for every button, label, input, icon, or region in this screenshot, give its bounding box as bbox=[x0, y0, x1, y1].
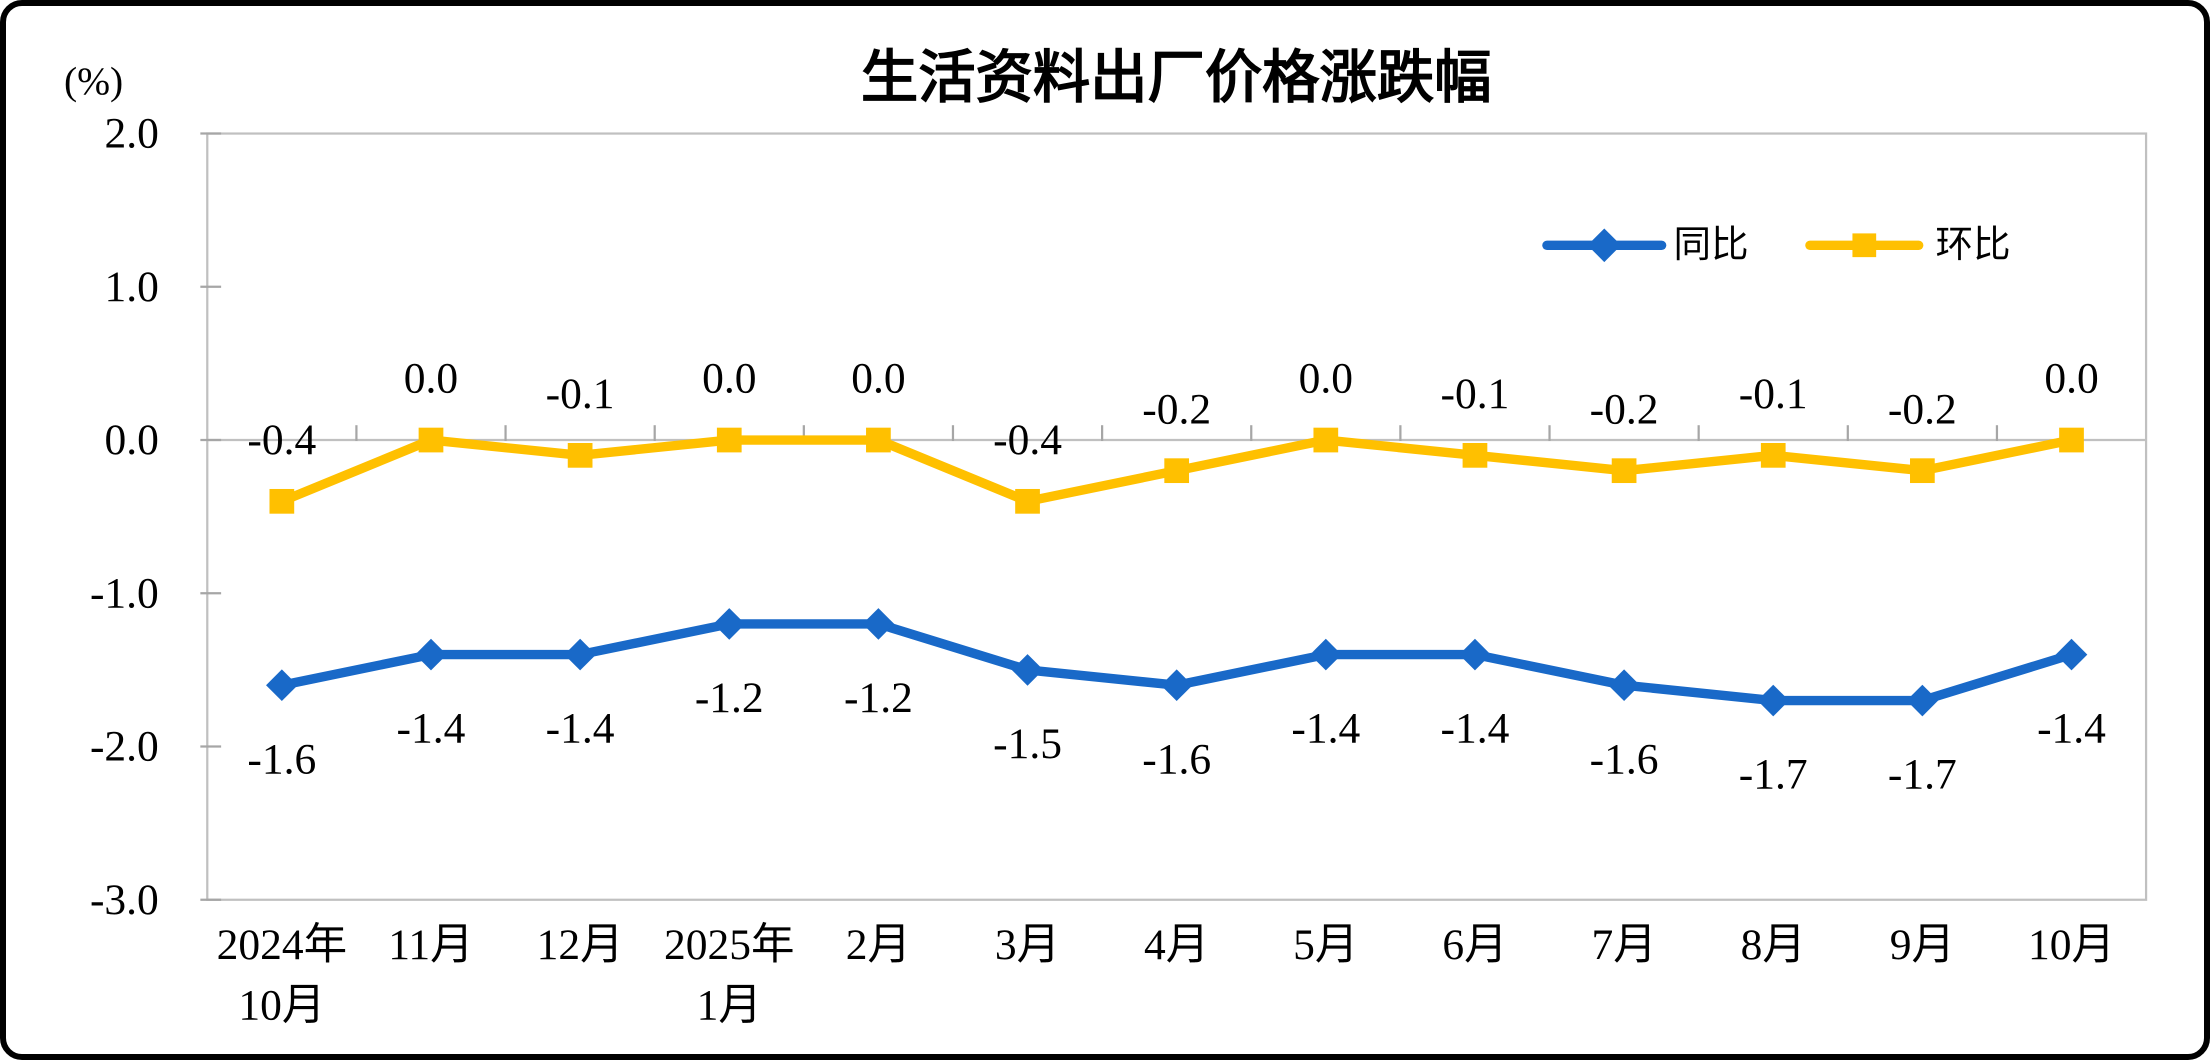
series-0-diamond-marker bbox=[2055, 638, 2088, 671]
series-1-square-marker bbox=[866, 427, 891, 453]
series-0-diamond-marker bbox=[862, 608, 895, 640]
series-1-data-label: 0.0 bbox=[404, 355, 458, 403]
series-0-data-label: -1.5 bbox=[993, 720, 1062, 768]
series-1-square-marker bbox=[1910, 458, 1935, 484]
series-1-data-label: 0.0 bbox=[851, 355, 905, 403]
legend-square-icon bbox=[1852, 233, 1877, 258]
y-tick-label: -2.0 bbox=[90, 723, 159, 771]
series-0-diamond-marker bbox=[713, 608, 746, 640]
series-1-square-marker bbox=[1462, 442, 1488, 468]
series-1-square-marker bbox=[1313, 427, 1339, 453]
series-0-data-label: -1.7 bbox=[1888, 751, 1957, 799]
x-tick-label: 7月 bbox=[1591, 921, 1656, 969]
x-tick-label: 11月 bbox=[388, 921, 473, 969]
legend: 同比 环比 bbox=[1542, 225, 2011, 266]
x-tick-label: 2024年 bbox=[217, 921, 348, 969]
y-tick-label: -3.0 bbox=[90, 876, 159, 924]
x-tick-label: 1月 bbox=[697, 982, 762, 1030]
y-tick-label: 0.0 bbox=[104, 416, 158, 464]
series-0-diamond-marker bbox=[1608, 669, 1640, 702]
series-0-diamond-marker bbox=[1906, 684, 1939, 717]
series-1-square-marker bbox=[567, 442, 593, 468]
series-0-data-label: -1.2 bbox=[844, 674, 913, 722]
series-0-data-label: -1.2 bbox=[695, 674, 764, 722]
legend-label-yoy: 同比 bbox=[1673, 225, 1748, 266]
series-1-square-marker bbox=[716, 427, 742, 453]
series-0-data-label: -1.4 bbox=[1291, 705, 1360, 753]
series-0-data-label: -1.6 bbox=[247, 735, 316, 783]
x-tick-label: 6月 bbox=[1442, 921, 1507, 969]
x-tick-label: 12月 bbox=[537, 921, 624, 969]
series-0-data-label: -1.7 bbox=[1739, 751, 1808, 799]
series-0-diamond-marker bbox=[1459, 638, 1491, 671]
series-1-data-label: -0.2 bbox=[1888, 385, 1957, 433]
series-0-diamond-marker bbox=[1309, 638, 1342, 671]
series-1-data-label: -0.2 bbox=[1590, 385, 1659, 433]
series-1-data-label: 0.0 bbox=[2044, 355, 2098, 403]
series-0-diamond-marker bbox=[564, 638, 596, 671]
series-0-data-label: -1.4 bbox=[546, 705, 615, 753]
y-tick-label: 1.0 bbox=[104, 263, 158, 311]
series-0-data-label: -1.6 bbox=[1590, 735, 1659, 783]
line-chart: 生活资料出厂价格涨跌幅 (%) 同比 环比 2.0 1.0 0.0 -1.0 -2.0 -… bbox=[64, 46, 2148, 1030]
x-tick-label: 2月 bbox=[846, 921, 911, 969]
y-tick-label: -1.0 bbox=[90, 569, 159, 617]
series-1-data-label: -0.2 bbox=[1142, 385, 1211, 433]
y-tick-label: 2.0 bbox=[104, 110, 158, 158]
series-0-diamond-marker bbox=[1011, 654, 1044, 686]
series-1-square-marker bbox=[2059, 427, 2084, 453]
series-1-data-label: 0.0 bbox=[1299, 355, 1353, 403]
series-0-diamond-marker bbox=[1160, 669, 1193, 702]
series-0-data-label: -1.6 bbox=[1142, 735, 1211, 783]
series-1-data-label: -0.1 bbox=[1739, 370, 1808, 418]
series-0-data-label: -1.4 bbox=[1441, 705, 1510, 753]
series-1-data-label: 0.0 bbox=[702, 355, 756, 403]
y-axis-unit-label: (%) bbox=[64, 59, 123, 103]
series-1-square-marker bbox=[418, 427, 444, 453]
series-1-data-label: -0.4 bbox=[247, 416, 316, 464]
series-1-square-marker bbox=[1164, 458, 1190, 484]
plot-border bbox=[206, 132, 2148, 901]
legend-diamond-icon bbox=[1587, 228, 1622, 263]
series-0-diamond-marker bbox=[266, 669, 298, 702]
series-0-diamond-marker bbox=[1757, 684, 1790, 717]
x-tick-label: 8月 bbox=[1741, 921, 1806, 969]
series-1-data-label: -0.4 bbox=[993, 416, 1062, 464]
x-tick-label: 2025年 bbox=[664, 921, 795, 969]
series-1-square-marker bbox=[1611, 458, 1637, 484]
series-0-data-label: -1.4 bbox=[397, 705, 466, 753]
series-0-data-label: -1.4 bbox=[2037, 705, 2106, 753]
series-1-data-label: -0.1 bbox=[1441, 370, 1510, 418]
x-tick-label: 3月 bbox=[995, 921, 1060, 969]
series-0-diamond-marker bbox=[415, 638, 447, 671]
series-1-square-marker bbox=[1760, 442, 1786, 468]
series-1-data-label: -0.1 bbox=[546, 370, 615, 418]
x-tick-label: 10月 bbox=[238, 982, 325, 1030]
plot-area: 2.0 1.0 0.0 -1.0 -2.0 -3.0 2024年 10月 11月 12月 2025年… bbox=[90, 110, 2148, 1030]
series-1-square-marker bbox=[269, 488, 295, 514]
x-tick-label: 4月 bbox=[1144, 921, 1209, 969]
x-tick-label: 10月 bbox=[2028, 921, 2115, 969]
legend-label-mom: 环比 bbox=[1935, 225, 2010, 266]
series-1-square-marker bbox=[1015, 488, 1040, 514]
x-tick-label: 9月 bbox=[1890, 921, 1955, 969]
x-tick-label: 5月 bbox=[1293, 921, 1358, 969]
chart-title: 生活资料出厂价格涨跌幅 bbox=[861, 46, 1492, 110]
